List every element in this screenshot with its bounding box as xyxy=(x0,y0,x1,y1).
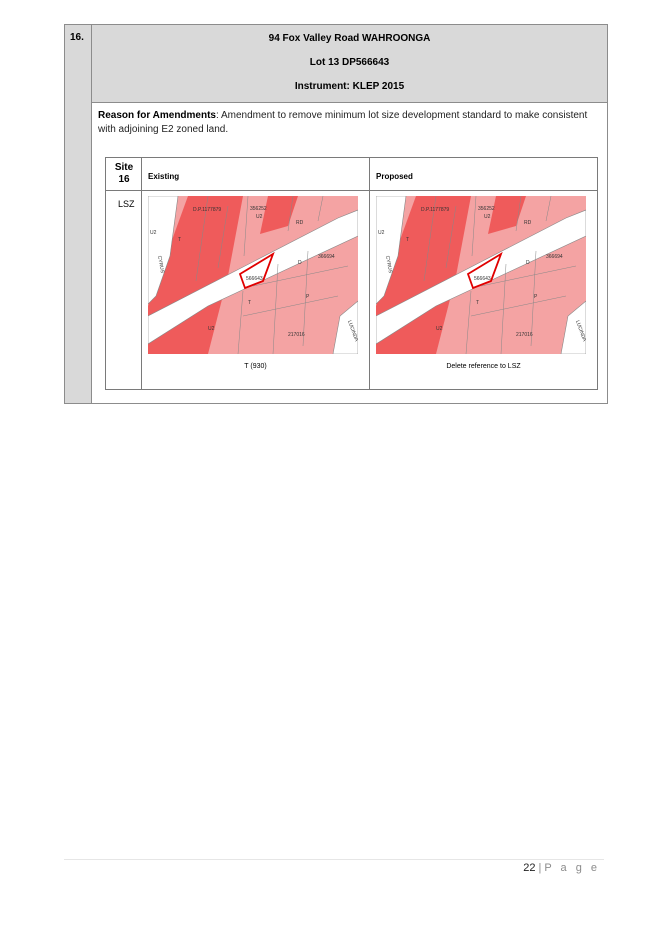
lot-reference: Lot 13 DP566643 xyxy=(309,57,390,68)
label-p: P xyxy=(534,294,538,300)
site-number: 16 xyxy=(118,174,130,185)
label-u2-top: U2 xyxy=(256,214,263,220)
item-number-cell: 16. xyxy=(65,25,92,403)
label-u2-bottom: U2 xyxy=(208,326,215,332)
reason-text: : Amendment to remove minimum lot size d… xyxy=(98,110,588,135)
proposed-header: Proposed xyxy=(376,172,413,181)
existing-map: D.P.1177879 356252 U2 U2 U2 RD T T 56664… xyxy=(148,196,358,354)
label-u2-left: U2 xyxy=(378,230,385,236)
label-cyrus: CYRUS xyxy=(384,255,393,274)
proposed-caption: Delete reference to LSZ xyxy=(446,363,521,370)
label-cyrus: CYRUS xyxy=(156,255,165,274)
existing-caption: T (930) xyxy=(244,363,267,370)
existing-map-svg: D.P.1177879 356252 U2 U2 U2 RD T T 56664… xyxy=(148,196,358,354)
map-comparison-table: Site 16 Existing Proposed LSZ xyxy=(105,157,598,390)
label-lot-dp3: 217016 xyxy=(288,332,305,338)
label-u2-top: U2 xyxy=(484,214,491,220)
footer-separator: | xyxy=(538,862,542,874)
label-t: T xyxy=(406,237,409,243)
instrument: Instrument: KLEP 2015 xyxy=(294,81,405,92)
label-t2: T xyxy=(476,300,479,306)
label-dp2: 356252 xyxy=(478,206,495,212)
label-dp2: 356252 xyxy=(250,206,267,212)
label-d: D xyxy=(298,260,302,266)
reason-label: Reason for Amendments xyxy=(98,110,216,121)
page-word: P a g e xyxy=(544,862,600,874)
label-dp: D.P.1177879 xyxy=(193,207,221,213)
proposed-map-svg: D.P.1177879 356252 U2 U2 U2 RD T T 56664… xyxy=(376,196,586,354)
page-number: 22 xyxy=(523,862,536,874)
label-u2-left: U2 xyxy=(150,230,157,236)
lsz-label: LSZ xyxy=(118,199,135,209)
label-t: T xyxy=(178,237,181,243)
label-u2-bottom: U2 xyxy=(436,326,443,332)
label-lot-dp3: 217016 xyxy=(516,332,533,338)
item-header: 94 Fox Valley Road WAHROONGA Lot 13 DP56… xyxy=(92,25,607,103)
label-p: P xyxy=(306,294,310,300)
footer-rule xyxy=(64,859,604,860)
site-label: Site 16 xyxy=(106,162,142,186)
label-d: D xyxy=(526,260,530,266)
item-number: 16. xyxy=(70,32,84,43)
site-word: Site xyxy=(114,162,134,173)
reason-for-amendments: Reason for Amendments: Amendment to remo… xyxy=(98,109,598,137)
label-t2: T xyxy=(248,300,251,306)
label-lot-dp: 566643 xyxy=(246,276,263,282)
label-lot-dp: 566643 xyxy=(474,276,491,282)
label-lucinda: LUCINDA xyxy=(574,320,586,343)
existing-header: Existing xyxy=(148,172,180,181)
label-dp: D.P.1177879 xyxy=(421,207,449,213)
page-footer: 22 | P a g e xyxy=(523,862,600,874)
proposed-map: D.P.1177879 356252 U2 U2 U2 RD T T 56664… xyxy=(376,196,586,354)
site-address: 94 Fox Valley Road WAHROONGA xyxy=(268,33,431,44)
label-lot-dp2: 366694 xyxy=(546,254,563,260)
label-lucinda: LUCINDA xyxy=(346,320,358,343)
label-rd: RD xyxy=(524,220,532,226)
label-lot-dp2: 366694 xyxy=(318,254,335,260)
amendment-item-table: 16. 94 Fox Valley Road WAHROONGA Lot 13 … xyxy=(64,24,608,404)
label-rd: RD xyxy=(296,220,304,226)
